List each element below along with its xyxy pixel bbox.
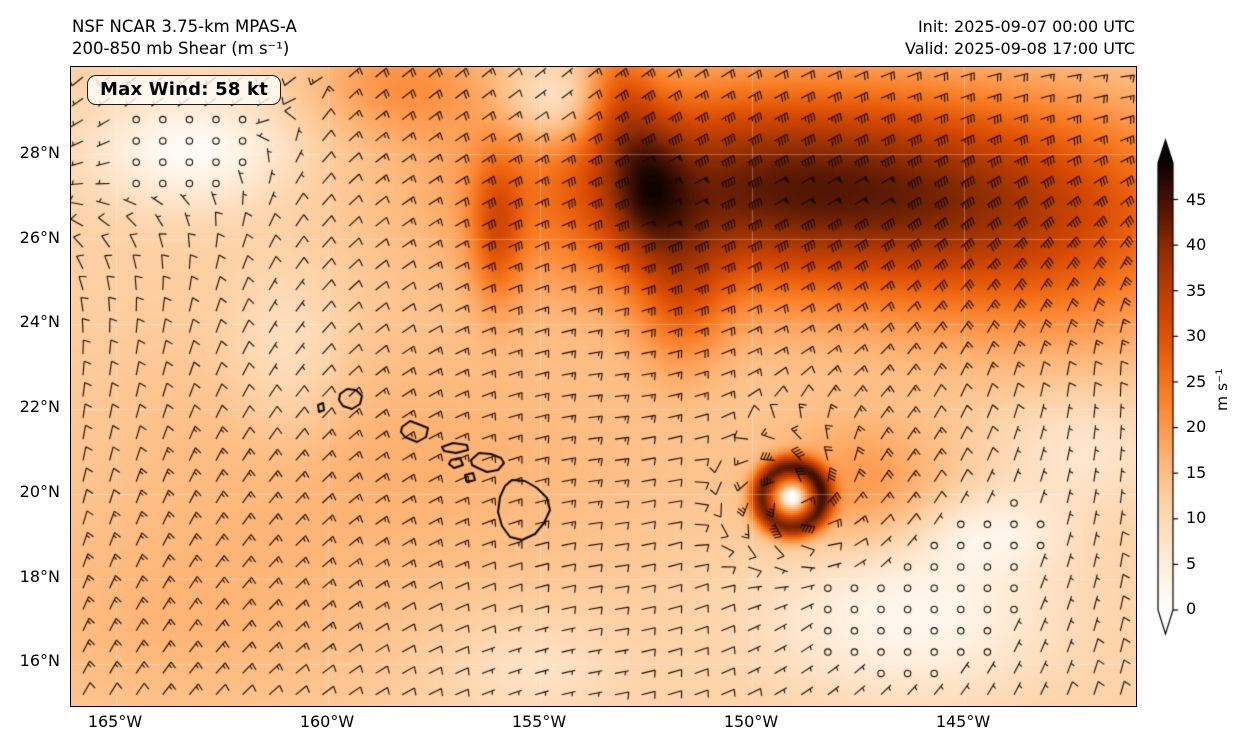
max-wind-badge: Max Wind: 58 kt (87, 75, 282, 105)
xtick-160w: 160°W (299, 712, 355, 731)
colorbar-unit-label: m s⁻¹ (1213, 368, 1231, 412)
ytick-18n: 18°N (19, 567, 60, 586)
cbar-tick-35: 35 (1186, 281, 1207, 300)
xtick-155w: 155°W (511, 712, 567, 731)
cbar-tick-10: 10 (1186, 508, 1207, 527)
valid-time-label: Valid: 2025-09-08 17:00 UTC (904, 39, 1135, 58)
ytick-24n: 24°N (19, 312, 60, 331)
cbar-tick-30: 30 (1186, 326, 1207, 345)
ytick-22n: 22°N (19, 397, 60, 416)
cbar-tick-20: 20 (1186, 417, 1207, 436)
map-axes: Max Wind: 58 kt (70, 66, 1137, 707)
cbar-tick-5: 5 (1186, 554, 1197, 573)
cbar-tick-25: 25 (1186, 372, 1207, 391)
cbar-tick-40: 40 (1186, 235, 1207, 254)
ytick-28n: 28°N (19, 143, 60, 162)
colorbar (1152, 136, 1202, 640)
ytick-20n: 20°N (19, 482, 60, 501)
figure-title-line1: NSF NCAR 3.75-km MPAS-A (72, 17, 297, 36)
cbar-tick-45: 45 (1186, 190, 1207, 209)
xtick-165w: 165°W (87, 712, 143, 731)
figure-title-line2: 200-850 mb Shear (m s⁻¹) (72, 39, 290, 58)
init-time-label: Init: 2025-09-07 00:00 UTC (917, 17, 1135, 36)
xtick-145w: 145°W (935, 712, 991, 731)
ytick-26n: 26°N (19, 228, 60, 247)
cbar-tick-15: 15 (1186, 463, 1207, 482)
cbar-tick-0: 0 (1186, 599, 1197, 618)
xtick-150w: 150°W (723, 712, 779, 731)
shear-map-canvas (71, 67, 1136, 706)
ytick-16n: 16°N (19, 651, 60, 670)
